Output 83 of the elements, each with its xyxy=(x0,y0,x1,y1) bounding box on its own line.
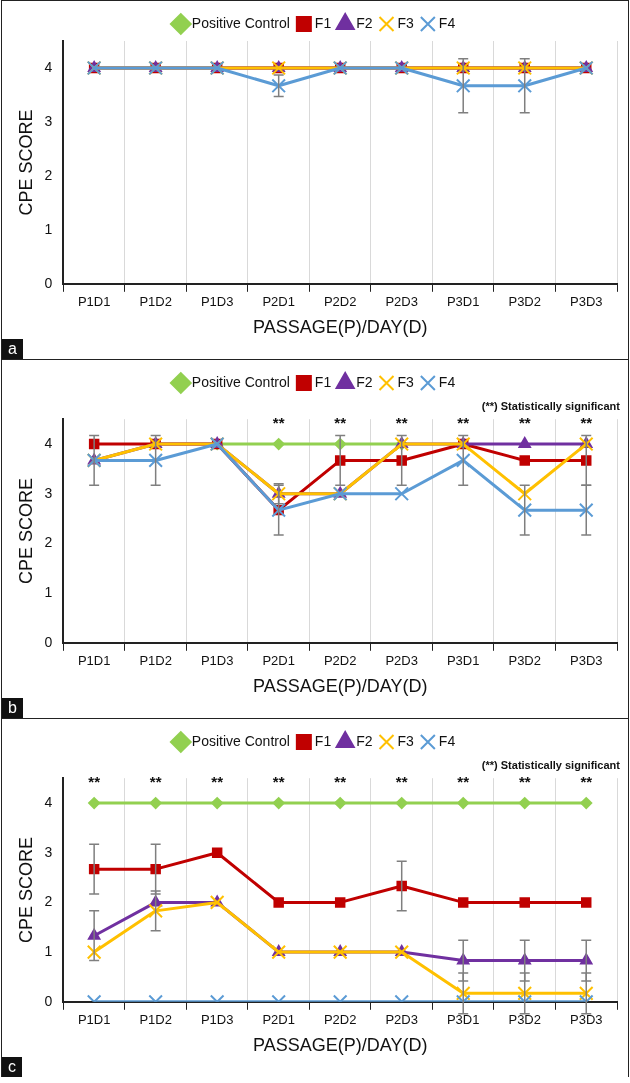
x-tick-label: P1D3 xyxy=(200,294,234,310)
annotation: ** xyxy=(580,773,593,791)
y-tick-label: 0 xyxy=(44,992,53,1009)
annotation: ** xyxy=(518,414,531,432)
y-tick-label: 1 xyxy=(44,220,53,237)
annotation: ** xyxy=(88,773,101,791)
x-tick-label: P1D1 xyxy=(77,653,111,669)
annotation: ** xyxy=(518,773,531,791)
legend-label: F1 xyxy=(314,373,332,390)
legend-label: F2 xyxy=(356,14,373,31)
y-tick-label: 0 xyxy=(44,274,53,291)
x-tick-label: P3D1 xyxy=(446,653,480,669)
x-tick-label: P3D1 xyxy=(446,1012,480,1028)
legend-label: F1 xyxy=(314,14,332,31)
legend-label: F4 xyxy=(438,14,456,31)
legend-label: F4 xyxy=(438,373,456,390)
annotation: ** xyxy=(395,414,408,432)
y-tick-label: 1 xyxy=(44,583,53,600)
x-tick-label: P1D2 xyxy=(139,1012,172,1028)
legend-label: F3 xyxy=(397,732,415,749)
x-axis-title: PASSAGE(P)/DAY(D) xyxy=(253,317,428,338)
x-tick-label: P2D1 xyxy=(262,653,295,669)
y-tick-label: 1 xyxy=(44,942,53,959)
annotation: ** xyxy=(457,773,470,791)
annotation: ** xyxy=(457,414,470,432)
y-tick-label: 3 xyxy=(44,484,53,501)
x-tick-label: P2D3 xyxy=(385,294,418,310)
x-tick-label: P2D3 xyxy=(385,1012,418,1028)
x-tick-label: P3D2 xyxy=(508,1012,541,1028)
x-tick-label: P2D2 xyxy=(323,1012,357,1028)
x-tick-label: P3D1 xyxy=(446,294,480,310)
x-axis-title: PASSAGE(P)/DAY(D) xyxy=(253,1035,428,1056)
x-tick-label: P3D3 xyxy=(569,653,603,669)
y-tick-label: 3 xyxy=(44,843,53,860)
annotation: ** xyxy=(580,414,593,432)
annotation: ** xyxy=(272,414,285,432)
annotation: ** xyxy=(272,773,285,791)
text: b xyxy=(2,698,23,718)
legend-label: F3 xyxy=(397,14,415,31)
x-tick-label: P1D1 xyxy=(77,294,111,310)
y-tick-label: 2 xyxy=(44,534,53,551)
x-tick-label: P2D2 xyxy=(323,653,357,669)
x-tick-label: P2D1 xyxy=(262,1012,295,1028)
y-axis-title: CPE SCORE xyxy=(15,477,36,585)
x-tick-label: P2D1 xyxy=(262,294,295,310)
legend-label: F2 xyxy=(356,732,373,749)
annotation: ** xyxy=(211,773,224,791)
legend-label: F3 xyxy=(397,373,415,390)
x-tick-label: P3D3 xyxy=(569,1012,603,1028)
legend-label: F4 xyxy=(438,732,456,749)
text: c xyxy=(2,1057,22,1077)
x-tick-label: P2D3 xyxy=(385,653,418,669)
legend-label: Positive Control xyxy=(191,732,290,749)
y-tick-label: 3 xyxy=(44,112,53,129)
y-axis-title: CPE SCORE xyxy=(15,836,36,944)
y-tick-label: 4 xyxy=(44,793,53,810)
annotation: ** xyxy=(334,414,347,432)
y-tick-label: 0 xyxy=(44,633,53,650)
text: a xyxy=(2,339,23,359)
chart-subtitle: (**) Statistically significant xyxy=(481,399,621,412)
y-tick-label: 4 xyxy=(44,58,53,75)
annotation: ** xyxy=(395,773,408,791)
x-tick-label: P3D2 xyxy=(508,653,541,669)
legend-label: F2 xyxy=(356,373,373,390)
x-tick-label: P1D2 xyxy=(139,294,172,310)
y-tick-label: 2 xyxy=(44,166,53,183)
annotation: ** xyxy=(334,773,347,791)
chart-subtitle: (**) Statistically significant xyxy=(481,758,621,771)
x-tick-label: P2D2 xyxy=(323,294,357,310)
y-tick-label: 4 xyxy=(44,434,53,451)
legend-label: Positive Control xyxy=(191,373,290,390)
legend-label: F1 xyxy=(314,732,332,749)
x-tick-label: P1D1 xyxy=(77,1012,111,1028)
y-axis-title: CPE SCORE xyxy=(15,109,36,216)
x-tick-label: P1D2 xyxy=(139,653,172,669)
x-tick-label: P1D3 xyxy=(200,1012,234,1028)
legend-label: Positive Control xyxy=(191,14,290,31)
x-axis-title: PASSAGE(P)/DAY(D) xyxy=(253,676,428,697)
x-tick-label: P3D3 xyxy=(569,294,603,310)
y-tick-label: 2 xyxy=(44,893,53,910)
x-tick-label: P3D2 xyxy=(508,294,541,310)
annotation: ** xyxy=(149,773,162,791)
x-tick-label: P1D3 xyxy=(200,653,234,669)
